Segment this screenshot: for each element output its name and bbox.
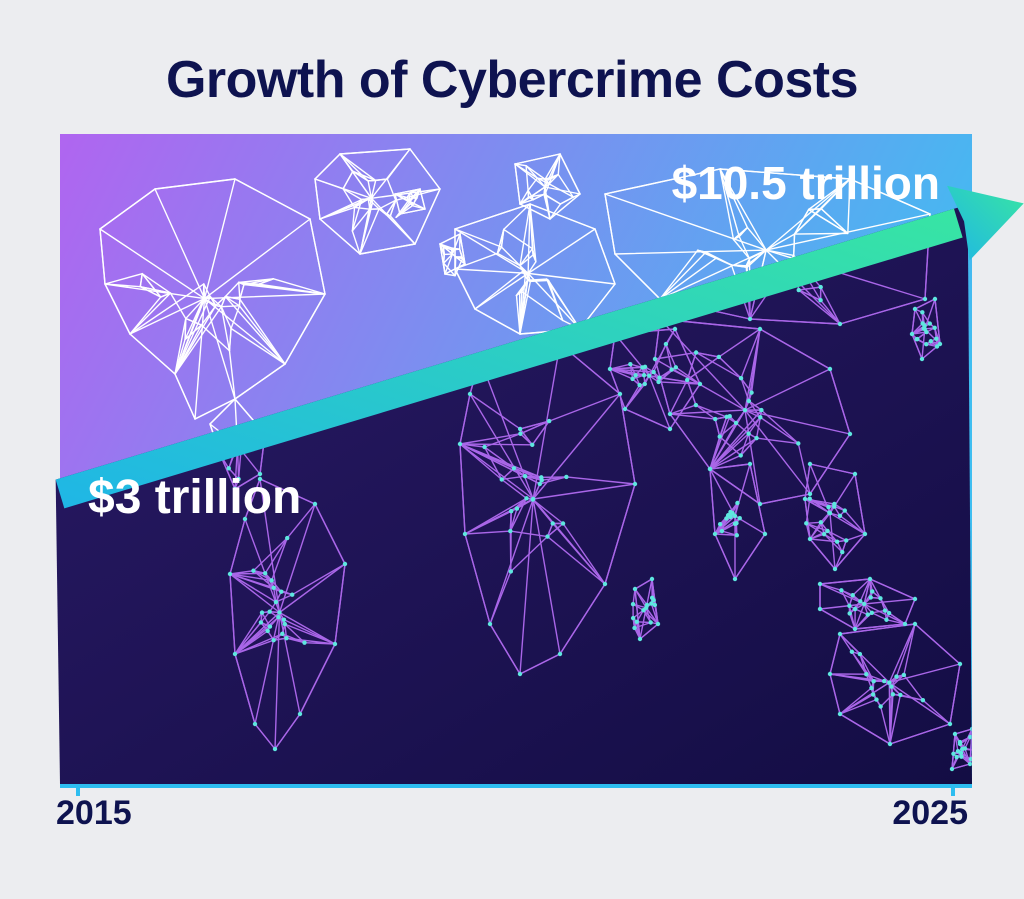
x-axis-labels: 2015 2025	[56, 794, 968, 833]
infographic-stage: Growth of Cybercrime Costs	[0, 0, 1024, 899]
x-axis-label-end: 2025	[892, 794, 968, 833]
chart-title: Growth of Cybercrime Costs	[0, 50, 1024, 110]
value-end-label: $10.5 trillion	[672, 156, 940, 210]
value-start-label: $3 trillion	[88, 470, 301, 525]
chart-area	[56, 130, 968, 780]
x-axis-label-start: 2015	[56, 794, 132, 833]
